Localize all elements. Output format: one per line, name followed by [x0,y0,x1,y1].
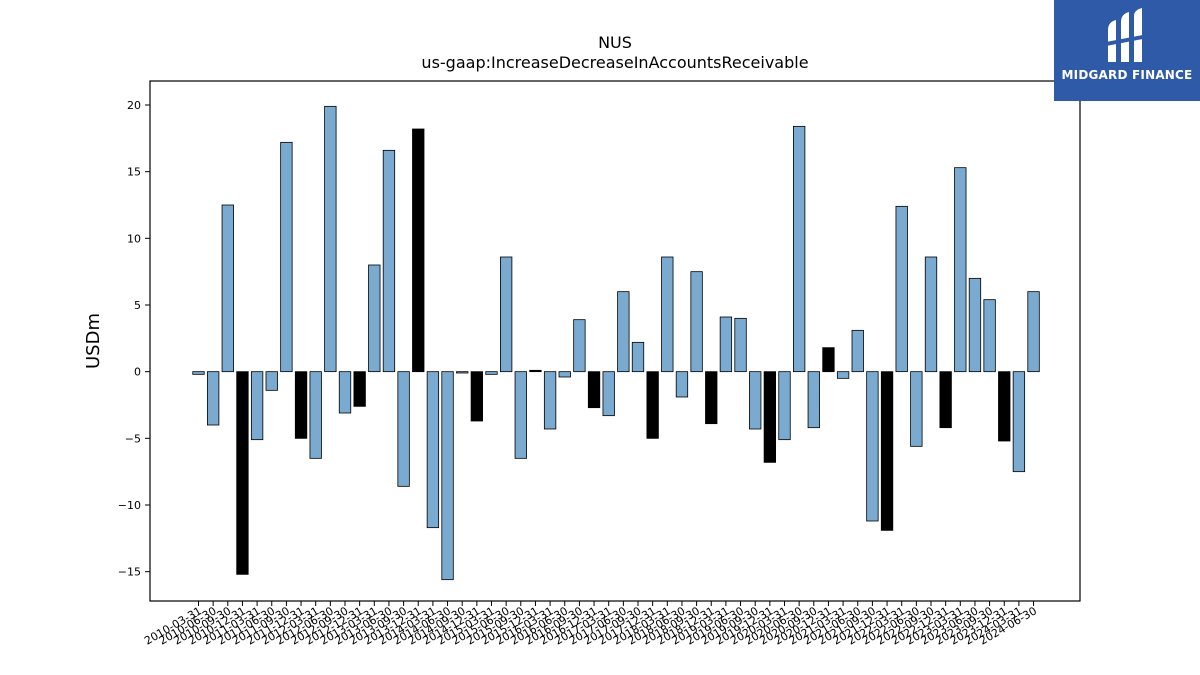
bar-2018-12-31 [705,371,718,425]
bar-2020-06-30 [793,125,806,373]
bar-2023-03-31 [954,167,967,373]
bar-2021-03-31 [836,371,850,379]
chart-title: NUS [598,33,632,52]
bars-group [192,105,1040,581]
bar-2015-03-31 [485,371,498,375]
y-axis: −15 −10 −5 0 5 10 15 20 [118,99,150,579]
bar-2022-09-30 [924,256,938,373]
bar-2021-09-30 [866,371,879,522]
bar-2017-06-30 [617,291,630,373]
bar-2019-03-31 [719,316,733,373]
bar-2022-12-31 [939,371,952,429]
bar-2011-09-30 [280,141,293,373]
bar-2016-09-30 [573,319,586,373]
bar-2019-12-31 [763,371,776,463]
y-axis-label: USDm [83,313,104,369]
y-tick-label: 0 [134,366,141,379]
bar-2015-12-31 [529,369,542,373]
bar-2014-09-30 [456,371,469,374]
midgard-logo-icon [1106,8,1148,62]
y-tick-label: −5 [125,432,141,445]
bar-2012-09-30 [338,371,352,414]
logo-text: MIDGARD FINANCE [1061,68,1193,82]
bar-2016-03-31 [543,371,557,430]
bar-2018-09-30 [690,271,703,373]
bar-2010-09-30 [221,204,234,373]
y-tick-label: 5 [134,299,141,312]
bar-2018-03-31 [661,256,674,373]
bar-2022-06-30 [910,371,923,447]
chart-subtitle: us-gaap:IncreaseDecreaseInAccountsReceiv… [421,53,808,72]
bar-2023-12-31 [998,371,1011,442]
bar-2018-06-30 [675,371,689,398]
bar-2013-12-31 [412,128,425,373]
bar-2017-09-30 [631,341,645,373]
bar-2012-12-31 [353,371,366,407]
bar-2012-06-30 [324,105,337,373]
bar-2021-12-31 [880,371,894,531]
bar-2020-03-31 [778,371,791,441]
bar-2010-12-31 [236,371,249,575]
bar-2021-06-30 [851,329,864,373]
y-tick-label: 15 [127,166,141,179]
bar-2016-12-31 [587,371,601,409]
bar-2014-03-31 [426,371,440,529]
plot-frame [149,80,1081,602]
y-tick-label: −10 [118,499,141,512]
x-axis: 2010-03-312010-06-302010-09-302010-12-31… [142,601,1039,648]
y-tick-label: 10 [127,232,141,245]
bar-2017-03-31 [602,371,615,417]
y-tick-label: −15 [118,566,141,579]
bar-2014-06-30 [441,371,454,581]
bar-2014-12-31 [470,371,484,422]
bar-2010-06-30 [206,371,220,426]
bar-2019-09-30 [749,371,762,430]
bar-2013-06-30 [382,149,396,373]
bar-2011-03-31 [250,371,264,441]
bar-2011-12-31 [294,371,308,439]
bar-2023-09-30 [983,299,996,373]
bar-2023-06-30 [968,277,982,373]
bar-2012-03-31 [309,371,322,459]
bar-2013-03-31 [368,264,381,373]
y-tick-label: 20 [127,99,141,112]
midgard-finance-logo: MIDGARD FINANCE [1054,0,1200,101]
bar-2024-06-30 [1027,291,1040,373]
bar-2015-09-30 [514,371,527,459]
bar-2024-03-31 [1012,371,1026,473]
bar-2015-06-30 [499,256,513,373]
bar-2016-06-30 [558,371,571,378]
bar-2020-12-31 [822,347,835,373]
bar-2019-06-30 [734,317,747,373]
bar-2010-03-31 [192,371,205,375]
bar-2022-03-31 [895,205,908,373]
bar-2017-12-31 [646,371,659,439]
bar-2011-06-30 [265,371,278,391]
bar-2013-09-30 [397,371,410,487]
bar-2020-09-30 [807,371,820,429]
